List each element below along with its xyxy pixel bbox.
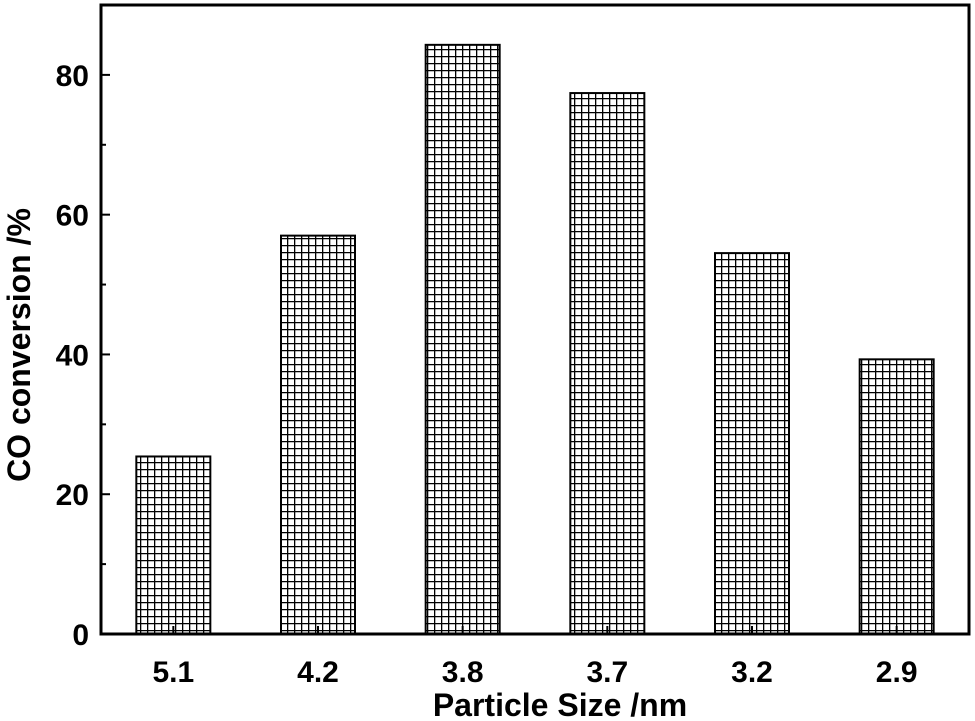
x-tick-label: 4.2 [297, 656, 339, 689]
bars-group [135, 43, 935, 635]
y-tick-label: 0 [72, 619, 89, 652]
x-tick-label: 2.9 [876, 656, 918, 689]
bar-3.2 [714, 252, 790, 635]
bar-2.9 [858, 358, 935, 635]
y-tick-label: 40 [56, 339, 89, 372]
x-axis: 5.1 4.2 3.8 3.7 3.2 2.9 [152, 626, 918, 689]
y-axis-title: CO conversion /% [1, 208, 37, 482]
x-tick-label: 3.2 [731, 656, 773, 689]
bar-4.2 [280, 234, 356, 635]
x-tick-label: 3.7 [586, 656, 628, 689]
plot-frame [99, 3, 971, 636]
bar-5.1 [135, 455, 212, 635]
x-tick-label: 3.8 [442, 656, 484, 689]
bar-3.7 [569, 92, 646, 635]
y-tick-label: 20 [56, 479, 89, 512]
x-axis-title: Particle Size /nm [433, 687, 687, 721]
y-axis: 0 20 40 60 80 [56, 60, 110, 652]
bar-3.8 [424, 43, 501, 635]
x-tick-label: 5.1 [152, 656, 194, 689]
y-tick-label: 60 [56, 200, 89, 233]
y-tick-label: 80 [56, 60, 89, 93]
